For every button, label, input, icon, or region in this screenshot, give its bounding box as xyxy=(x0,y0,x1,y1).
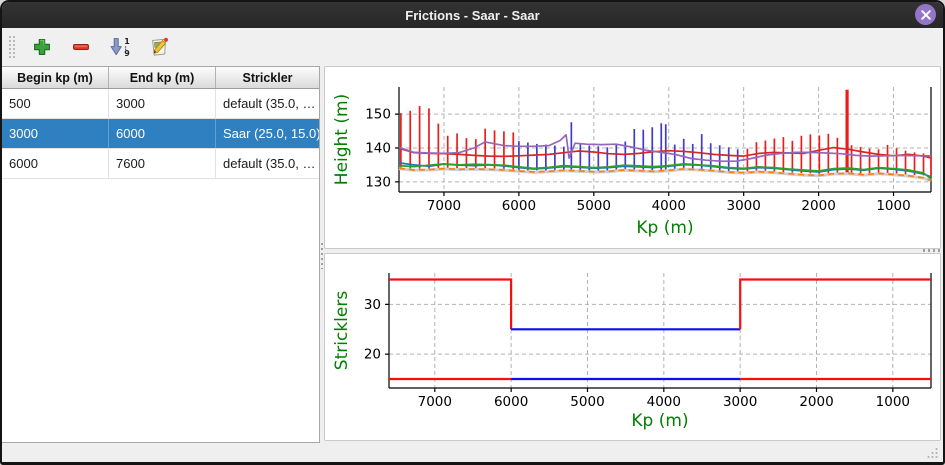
series-bed-minor-orange xyxy=(398,167,932,182)
toolbar: 1 9 xyxy=(2,28,943,66)
svg-text:5000: 5000 xyxy=(577,198,611,214)
series-level-purple xyxy=(398,133,931,163)
table-row[interactable]: 3000 6000 Saar (25.0, 15.0) xyxy=(2,119,319,149)
svg-text:3000: 3000 xyxy=(726,198,760,214)
table-cell[interactable]: 500 xyxy=(2,89,109,118)
status-bar xyxy=(2,443,943,462)
svg-text:20: 20 xyxy=(364,347,381,363)
sort-button[interactable]: 1 9 xyxy=(107,34,133,60)
segment-default-main-left xyxy=(389,278,513,330)
resize-grip-icon xyxy=(927,448,938,458)
x-close-icon xyxy=(920,9,931,20)
height-figure-panel: 7000 6000 5000 4000 3000 2000 1000 130 140 150 Kp … xyxy=(324,66,941,249)
svg-text:1000: 1000 xyxy=(876,198,910,214)
svg-text:2000: 2000 xyxy=(801,198,835,214)
table-header-row: Begin kp (m) End kp (m) Strickler xyxy=(2,67,319,89)
col-header-begin-kp[interactable]: Begin kp (m) xyxy=(2,67,109,88)
sort-numeric-icon: 1 9 xyxy=(110,37,130,58)
series-level-green xyxy=(398,163,932,180)
col-header-strickler[interactable]: Strickler xyxy=(216,67,319,88)
svg-text:5000: 5000 xyxy=(570,394,604,410)
svg-text:9: 9 xyxy=(124,49,130,58)
svg-text:3000: 3000 xyxy=(723,394,757,410)
x-axis-label: Kp (m) xyxy=(636,218,693,238)
table-cell[interactable]: default (35.0, … xyxy=(223,156,316,171)
edit-pencil-icon xyxy=(152,37,169,56)
stricklers-chart[interactable]: 7000 6000 5000 4000 3000 2000 1000 20 30 Kp (m) St… xyxy=(325,254,940,440)
svg-text:1: 1 xyxy=(124,37,130,46)
table-cell[interactable]: default (35.0, … xyxy=(223,96,316,111)
svg-text:140: 140 xyxy=(365,140,391,156)
remove-friction-button[interactable] xyxy=(68,34,94,60)
y-axis-label: Height (m) xyxy=(332,94,352,185)
table-cell[interactable]: 6000 xyxy=(109,119,216,148)
window-title: Frictions - Saar - Saar xyxy=(405,7,540,23)
x-axis-label: Kp (m) xyxy=(631,411,688,431)
close-button[interactable] xyxy=(915,4,936,25)
height-profile-chart[interactable]: 7000 6000 5000 4000 3000 2000 1000 130 140 150 Kp … xyxy=(325,67,940,248)
edit-friction-button[interactable] xyxy=(146,34,172,60)
svg-text:130: 130 xyxy=(365,174,391,190)
svg-text:6000: 6000 xyxy=(502,198,536,214)
table-cell[interactable]: 6000 xyxy=(2,149,109,178)
plus-icon xyxy=(34,39,50,55)
svg-text:30: 30 xyxy=(364,297,381,313)
table-body: 500 3000 default (35.0, … 3000 6000 Saar (25.… xyxy=(2,89,319,442)
frictions-table: Begin kp (m) End kp (m) Strickler 500 300… xyxy=(2,66,320,443)
col-header-end-kp[interactable]: End kp (m) xyxy=(109,67,216,88)
svg-text:150: 150 xyxy=(365,107,391,123)
minus-icon xyxy=(73,44,89,50)
svg-text:6000: 6000 xyxy=(494,394,528,410)
resize-grip[interactable] xyxy=(925,446,939,460)
y-axis-label: Stricklers xyxy=(332,291,352,371)
stricklers-figure-panel: 7000 6000 5000 4000 3000 2000 1000 20 30 Kp (m) St… xyxy=(324,253,941,441)
svg-text:2000: 2000 xyxy=(799,394,833,410)
toolbar-drag-handle[interactable] xyxy=(8,35,15,59)
table-cell[interactable]: 3000 xyxy=(2,119,109,148)
svg-text:7000: 7000 xyxy=(418,394,452,410)
table-row[interactable]: 6000 7600 default (35.0, … xyxy=(2,149,319,179)
vertical-splitter-handle[interactable] xyxy=(320,243,324,269)
svg-text:1000: 1000 xyxy=(876,394,910,410)
table-cell[interactable]: 3000 xyxy=(109,89,216,118)
series-level-red xyxy=(398,146,932,159)
add-friction-button[interactable] xyxy=(29,34,55,60)
table-cell[interactable]: 7600 xyxy=(109,149,216,178)
table-row[interactable]: 500 3000 default (35.0, … xyxy=(2,89,319,119)
svg-text:4000: 4000 xyxy=(652,198,686,214)
horizontal-splitter-handle[interactable] xyxy=(923,249,941,252)
svg-text:7000: 7000 xyxy=(427,198,461,214)
segment-default-main-right xyxy=(739,278,931,330)
table-cell[interactable]: Saar (25.0, 15.0) xyxy=(223,126,319,141)
titlebar[interactable]: Frictions - Saar - Saar xyxy=(2,2,943,28)
svg-text:4000: 4000 xyxy=(647,394,681,410)
